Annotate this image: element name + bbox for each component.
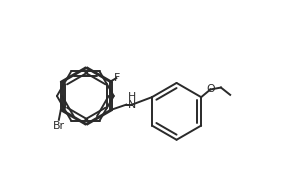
Text: F: F: [114, 73, 120, 83]
Text: O: O: [207, 84, 215, 94]
Text: H: H: [128, 92, 136, 102]
Text: N: N: [128, 100, 136, 110]
Text: Br: Br: [53, 121, 65, 131]
